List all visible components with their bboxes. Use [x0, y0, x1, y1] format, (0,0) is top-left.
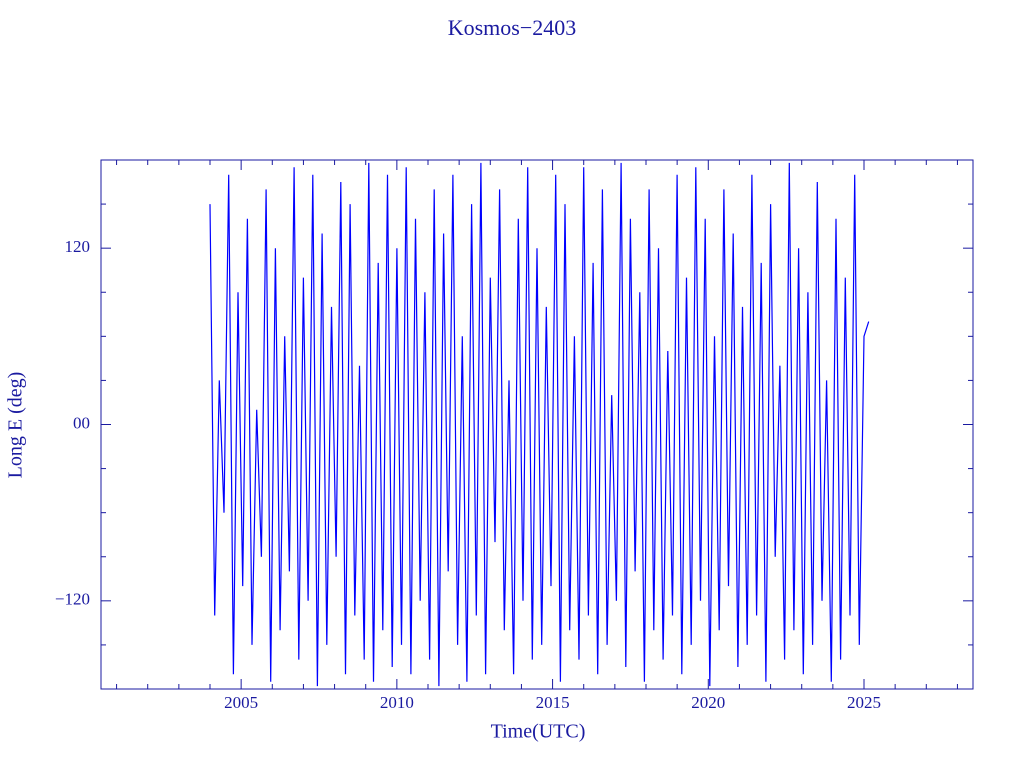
x-tick-label: 2005	[224, 693, 258, 712]
plot-frame	[100, 159, 974, 690]
x-tick-label: 2025	[847, 693, 881, 712]
x-tick-label: 2020	[691, 693, 725, 712]
y-tick-label: 120	[65, 237, 91, 256]
y-tick-label: 00	[73, 413, 90, 432]
y-axis-label: Long E (deg)	[5, 372, 27, 479]
y-tick-label: −120	[55, 590, 90, 609]
x-tick-label: 2015	[536, 693, 570, 712]
x-tick-label: 2010	[380, 693, 414, 712]
x-axis-label: Time(UTC)	[491, 721, 586, 743]
chart-title: Kosmos−2403	[448, 15, 577, 40]
data-line	[209, 162, 870, 687]
